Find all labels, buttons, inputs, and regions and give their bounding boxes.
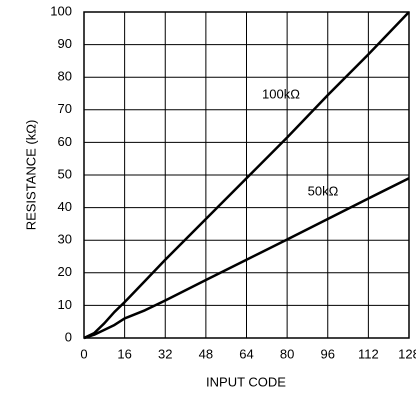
x-tick-label: 80 xyxy=(280,346,294,361)
x-tick-label: 128 xyxy=(398,346,416,361)
x-tick-label: 96 xyxy=(321,346,335,361)
x-tick-label: 112 xyxy=(358,346,379,361)
series-label: 50kΩ xyxy=(308,183,339,198)
y-axis-label: RESISTANCE (kΩ) xyxy=(23,120,38,231)
y-tick-label: 50 xyxy=(58,166,72,181)
x-tick-label: 64 xyxy=(239,346,253,361)
y-tick-label: 100 xyxy=(50,3,72,18)
y-tick-label: 20 xyxy=(58,264,72,279)
y-tick-label: 0 xyxy=(65,329,72,344)
y-tick-label: 30 xyxy=(58,232,72,247)
y-tick-label: 90 xyxy=(58,36,72,51)
x-axis-label: INPUT CODE xyxy=(206,374,286,389)
series-line xyxy=(83,11,410,340)
y-tick-label: 40 xyxy=(58,199,72,214)
y-tick-label: 70 xyxy=(58,101,72,116)
y-tick-label: 60 xyxy=(58,134,72,149)
series-line xyxy=(83,177,410,340)
x-tick-label: 0 xyxy=(80,346,87,361)
series-label: 100kΩ xyxy=(262,86,300,101)
x-tick-label: 32 xyxy=(158,346,172,361)
plot-frame xyxy=(83,11,410,339)
x-tick-label: 16 xyxy=(117,346,131,361)
x-tick-label: 48 xyxy=(199,346,213,361)
y-tick-label: 80 xyxy=(58,69,72,84)
y-tick-label: 10 xyxy=(58,297,72,312)
